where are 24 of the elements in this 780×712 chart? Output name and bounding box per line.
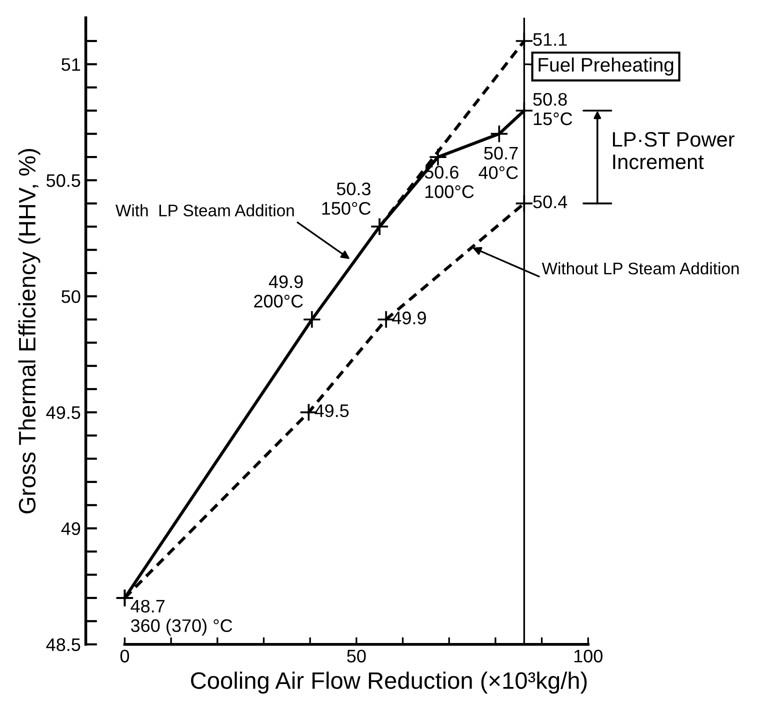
annotation: With LP Steam Addition xyxy=(116,204,294,216)
text: LP·ST Power Increment xyxy=(613,132,734,170)
y-axis-title: Gross Thermal Efficiency (HHV, %) xyxy=(18,149,40,514)
annotation: Without LP Steam Addition xyxy=(542,262,739,274)
annotation: 49.9 200°C xyxy=(254,275,303,308)
y-tick-label: 49 xyxy=(61,522,80,536)
x-axis-title: Cooling Air Flow Reduction (×10³kg/h) xyxy=(191,672,587,694)
y-tick-label: 50 xyxy=(62,290,80,303)
annotation: 50.7 40°C xyxy=(478,146,518,180)
y-tick-label: 48.5 xyxy=(46,638,80,652)
x-tick-label: 50 xyxy=(347,650,366,662)
y-tick-label: 49.5 xyxy=(46,406,80,420)
y-tick-label: 51 xyxy=(62,58,80,71)
annotation: 49.9 xyxy=(392,312,426,324)
y-tick-label: 50.5 xyxy=(46,174,80,187)
x-tick-label: 0 xyxy=(120,650,130,662)
annotation: 50.3 150°C xyxy=(322,182,371,215)
annotation: 50.4 xyxy=(533,196,568,208)
annotation: Fuel Preheating xyxy=(538,57,674,76)
annotation: 51.1 xyxy=(533,33,567,46)
annotation: 49.5 xyxy=(314,404,349,418)
annotation: 50.8 15°C xyxy=(533,92,572,126)
x-tick-label: 100 xyxy=(574,650,602,662)
annotation: 48.7 360 (370) °C xyxy=(130,600,232,636)
